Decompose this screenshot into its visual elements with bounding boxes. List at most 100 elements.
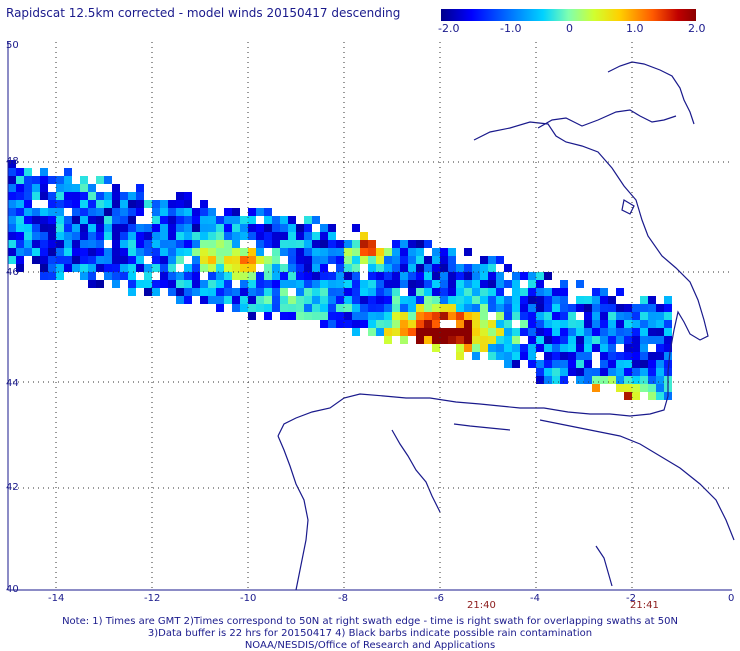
swath-cell (432, 296, 440, 304)
swath-cell (240, 272, 248, 280)
swath-cell (416, 304, 424, 312)
swath-cell (560, 368, 568, 376)
swath-cell (664, 312, 672, 320)
swath-cell (120, 224, 128, 232)
swath-cell (88, 280, 96, 288)
axis-tick-labels: 50 48 46 44 42 40 -14 -12 -10 -8 -6 -4 -… (6, 40, 734, 604)
swath-cell (240, 296, 248, 304)
swath-cell (376, 312, 384, 320)
swath-cell (592, 312, 600, 320)
swath-cell (432, 248, 440, 256)
swath-cell (544, 368, 552, 376)
swath-cell (160, 216, 168, 224)
swath-cell (264, 256, 272, 264)
swath-cell (248, 232, 256, 240)
swath-cell (256, 272, 264, 280)
swath-cell (408, 264, 416, 272)
swath-cell (368, 280, 376, 288)
swath-cell (216, 288, 224, 296)
colorbar-label-neg1: -1.0 (500, 22, 522, 35)
swath-cell (136, 224, 144, 232)
swath-cell (496, 296, 504, 304)
swath-cell (352, 288, 360, 296)
swath-cell (168, 216, 176, 224)
swath-cell (520, 288, 528, 296)
swath-cell (616, 304, 624, 312)
swath-cell (608, 376, 616, 384)
swath-cell (552, 312, 560, 320)
swath-cell (16, 240, 24, 248)
swath-cell (464, 304, 472, 312)
swath-cell (48, 240, 56, 248)
swath-cell (472, 280, 480, 288)
lat-label-46: 46 (6, 267, 19, 278)
swath-cell (416, 264, 424, 272)
footnote-line-2: 3)Data buffer is 22 hrs for 20150417 4) … (147, 628, 593, 639)
swath-cell (448, 304, 456, 312)
swath-cell (272, 280, 280, 288)
swath-cell (160, 224, 168, 232)
swath-cell (472, 264, 480, 272)
swath-cell (600, 344, 608, 352)
swath-cell (608, 368, 616, 376)
swath-cell (88, 248, 96, 256)
swath-cell (56, 240, 64, 248)
swath-cell (40, 248, 48, 256)
swath-cell (288, 216, 296, 224)
coast-inland-1 (453, 423, 511, 431)
swath-cell (528, 296, 536, 304)
swath-cell (304, 224, 312, 232)
swath-cell (592, 384, 600, 392)
swath-cell (280, 272, 288, 280)
swath-cell (8, 208, 16, 216)
swath-cell (176, 280, 184, 288)
swath-cell (72, 248, 80, 256)
swath-cell (656, 360, 664, 368)
swath-cell (552, 328, 560, 336)
lat-label-50: 50 (6, 40, 19, 51)
swath-cell (128, 216, 136, 224)
swath-cell (240, 256, 248, 264)
swath-cell (128, 224, 136, 232)
swath-cell (536, 272, 544, 280)
swath-cell (16, 232, 24, 240)
swath-cell (64, 176, 72, 184)
swath-cell (280, 224, 288, 232)
swath-cell (56, 192, 64, 200)
swath-cell (504, 344, 512, 352)
swath-cell (640, 360, 648, 368)
swath-cell (624, 392, 632, 400)
swath-cell (224, 272, 232, 280)
swath-cell (16, 176, 24, 184)
swath-cell (344, 296, 352, 304)
swath-cell (384, 280, 392, 288)
swath-cell (40, 240, 48, 248)
swath-cell (48, 256, 56, 264)
swath-cell (368, 288, 376, 296)
swath-cell (304, 264, 312, 272)
swath-cell (136, 200, 144, 208)
swath-cell (504, 352, 512, 360)
swath-cell (176, 216, 184, 224)
swath-cell (184, 272, 192, 280)
swath-cell (24, 176, 32, 184)
swath-cell (264, 288, 272, 296)
swath-cell (600, 288, 608, 296)
swath-cell (32, 208, 40, 216)
swath-cell (288, 312, 296, 320)
swath-cell (240, 232, 248, 240)
swath-cell (456, 312, 464, 320)
swath-cell (72, 264, 80, 272)
swath-cell (400, 256, 408, 264)
swath-cell (112, 192, 120, 200)
swath-cell (440, 312, 448, 320)
swath-cell (512, 288, 520, 296)
swath-cell (464, 288, 472, 296)
swath-cell (568, 336, 576, 344)
swath-cell (440, 288, 448, 296)
map-frame (7, 42, 732, 591)
swath-cell (560, 280, 568, 288)
swath-cell (88, 256, 96, 264)
swath-cell (352, 248, 360, 256)
swath-cell (176, 256, 184, 264)
